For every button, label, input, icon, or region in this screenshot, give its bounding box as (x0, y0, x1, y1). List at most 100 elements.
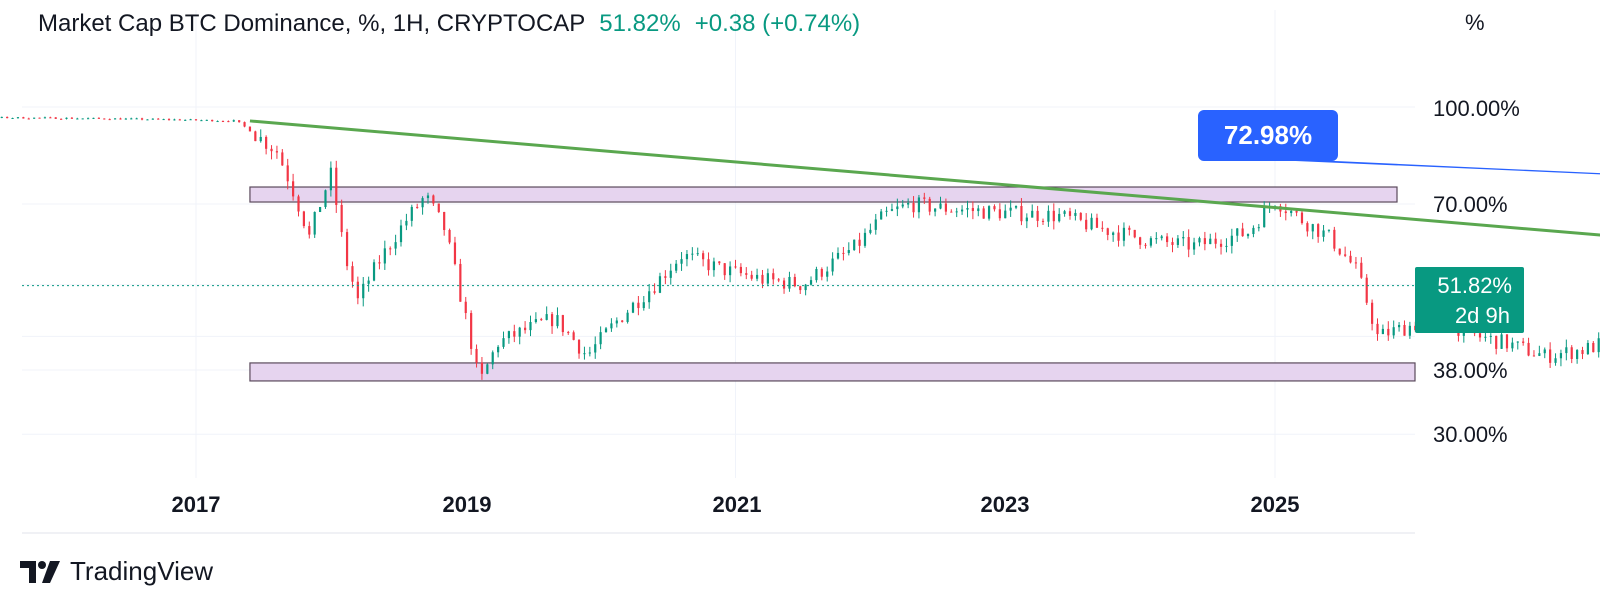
candle (1397, 324, 1401, 328)
candle (1403, 324, 1406, 336)
candle (103, 118, 106, 120)
price-callout[interactable]: 72.98% (1198, 110, 1338, 161)
candle (345, 232, 349, 267)
candle (523, 327, 527, 331)
candle (971, 208, 974, 212)
candle (184, 119, 187, 121)
candle (81, 118, 84, 120)
candle (362, 283, 365, 299)
candle (1263, 207, 1266, 228)
candle (130, 118, 133, 120)
candle (335, 167, 338, 205)
time-tick: 2017 (171, 492, 221, 517)
candle (1371, 302, 1374, 324)
candle (755, 274, 759, 279)
candle (205, 119, 208, 121)
candle (43, 117, 47, 119)
tradingview-branding[interactable]: TradingView (20, 556, 213, 587)
candle (1387, 328, 1390, 336)
candle (545, 314, 548, 320)
candle (944, 203, 948, 212)
candle (923, 197, 926, 199)
candle (1112, 232, 1115, 235)
candle (151, 118, 154, 120)
candle (621, 320, 624, 322)
candle (874, 219, 877, 230)
candle (696, 253, 699, 255)
candle (928, 198, 931, 212)
candle (842, 252, 845, 254)
candle (669, 270, 672, 278)
candle (1014, 205, 1018, 208)
callout-label: 72.98% (1223, 120, 1313, 150)
candle (707, 259, 710, 271)
candle (318, 206, 322, 213)
candle (702, 253, 705, 260)
time-tick: 2025 (1250, 492, 1300, 517)
candle (27, 118, 30, 120)
candle (583, 353, 586, 355)
candle (1576, 350, 1579, 359)
price-tick: 70.00% (1433, 192, 1508, 217)
candle (761, 274, 764, 284)
candle (1101, 227, 1104, 229)
candle (712, 261, 716, 271)
candle (1246, 234, 1250, 237)
candle (1592, 342, 1595, 353)
candle (604, 328, 608, 333)
candle (389, 248, 392, 250)
candle (637, 302, 640, 309)
candle (1106, 228, 1109, 235)
candle (1365, 277, 1368, 303)
candle (16, 117, 20, 119)
candle (685, 254, 689, 260)
candle (92, 117, 95, 119)
candle (480, 362, 484, 374)
candle (124, 118, 127, 120)
candle (718, 261, 721, 264)
candle (432, 195, 435, 204)
candle (1214, 238, 1217, 244)
candle (729, 266, 732, 276)
candle (254, 131, 257, 142)
candle (1079, 212, 1082, 220)
candle (1516, 341, 1519, 343)
candle (405, 220, 408, 226)
candle (437, 203, 440, 212)
candle (238, 120, 241, 123)
candle (372, 262, 376, 281)
candle (513, 331, 516, 337)
candle (281, 152, 284, 166)
candle (1511, 342, 1514, 349)
candle (507, 331, 511, 339)
candle (1284, 211, 1287, 214)
candle (1020, 205, 1023, 222)
candle (1122, 227, 1126, 241)
candle (1236, 228, 1239, 236)
candle (766, 273, 769, 284)
candle (1219, 243, 1223, 247)
time-tick: 2021 (712, 492, 762, 517)
candle (1182, 237, 1185, 239)
candle (1565, 347, 1568, 354)
candle (421, 198, 424, 208)
candle (22, 117, 25, 119)
candle (1538, 353, 1541, 356)
candle (675, 263, 678, 271)
candle (162, 119, 165, 121)
candle (1376, 323, 1379, 335)
support-resistance-zone (249, 362, 1416, 382)
candle (907, 203, 910, 205)
candle (1586, 342, 1590, 355)
candle (33, 117, 36, 119)
candle (1290, 210, 1293, 214)
candle (858, 239, 861, 246)
candle (189, 119, 192, 121)
candle (912, 203, 915, 213)
candle (934, 208, 937, 212)
candle (1408, 325, 1411, 336)
candle (1322, 230, 1325, 237)
candle (443, 211, 446, 230)
candle (394, 242, 397, 249)
